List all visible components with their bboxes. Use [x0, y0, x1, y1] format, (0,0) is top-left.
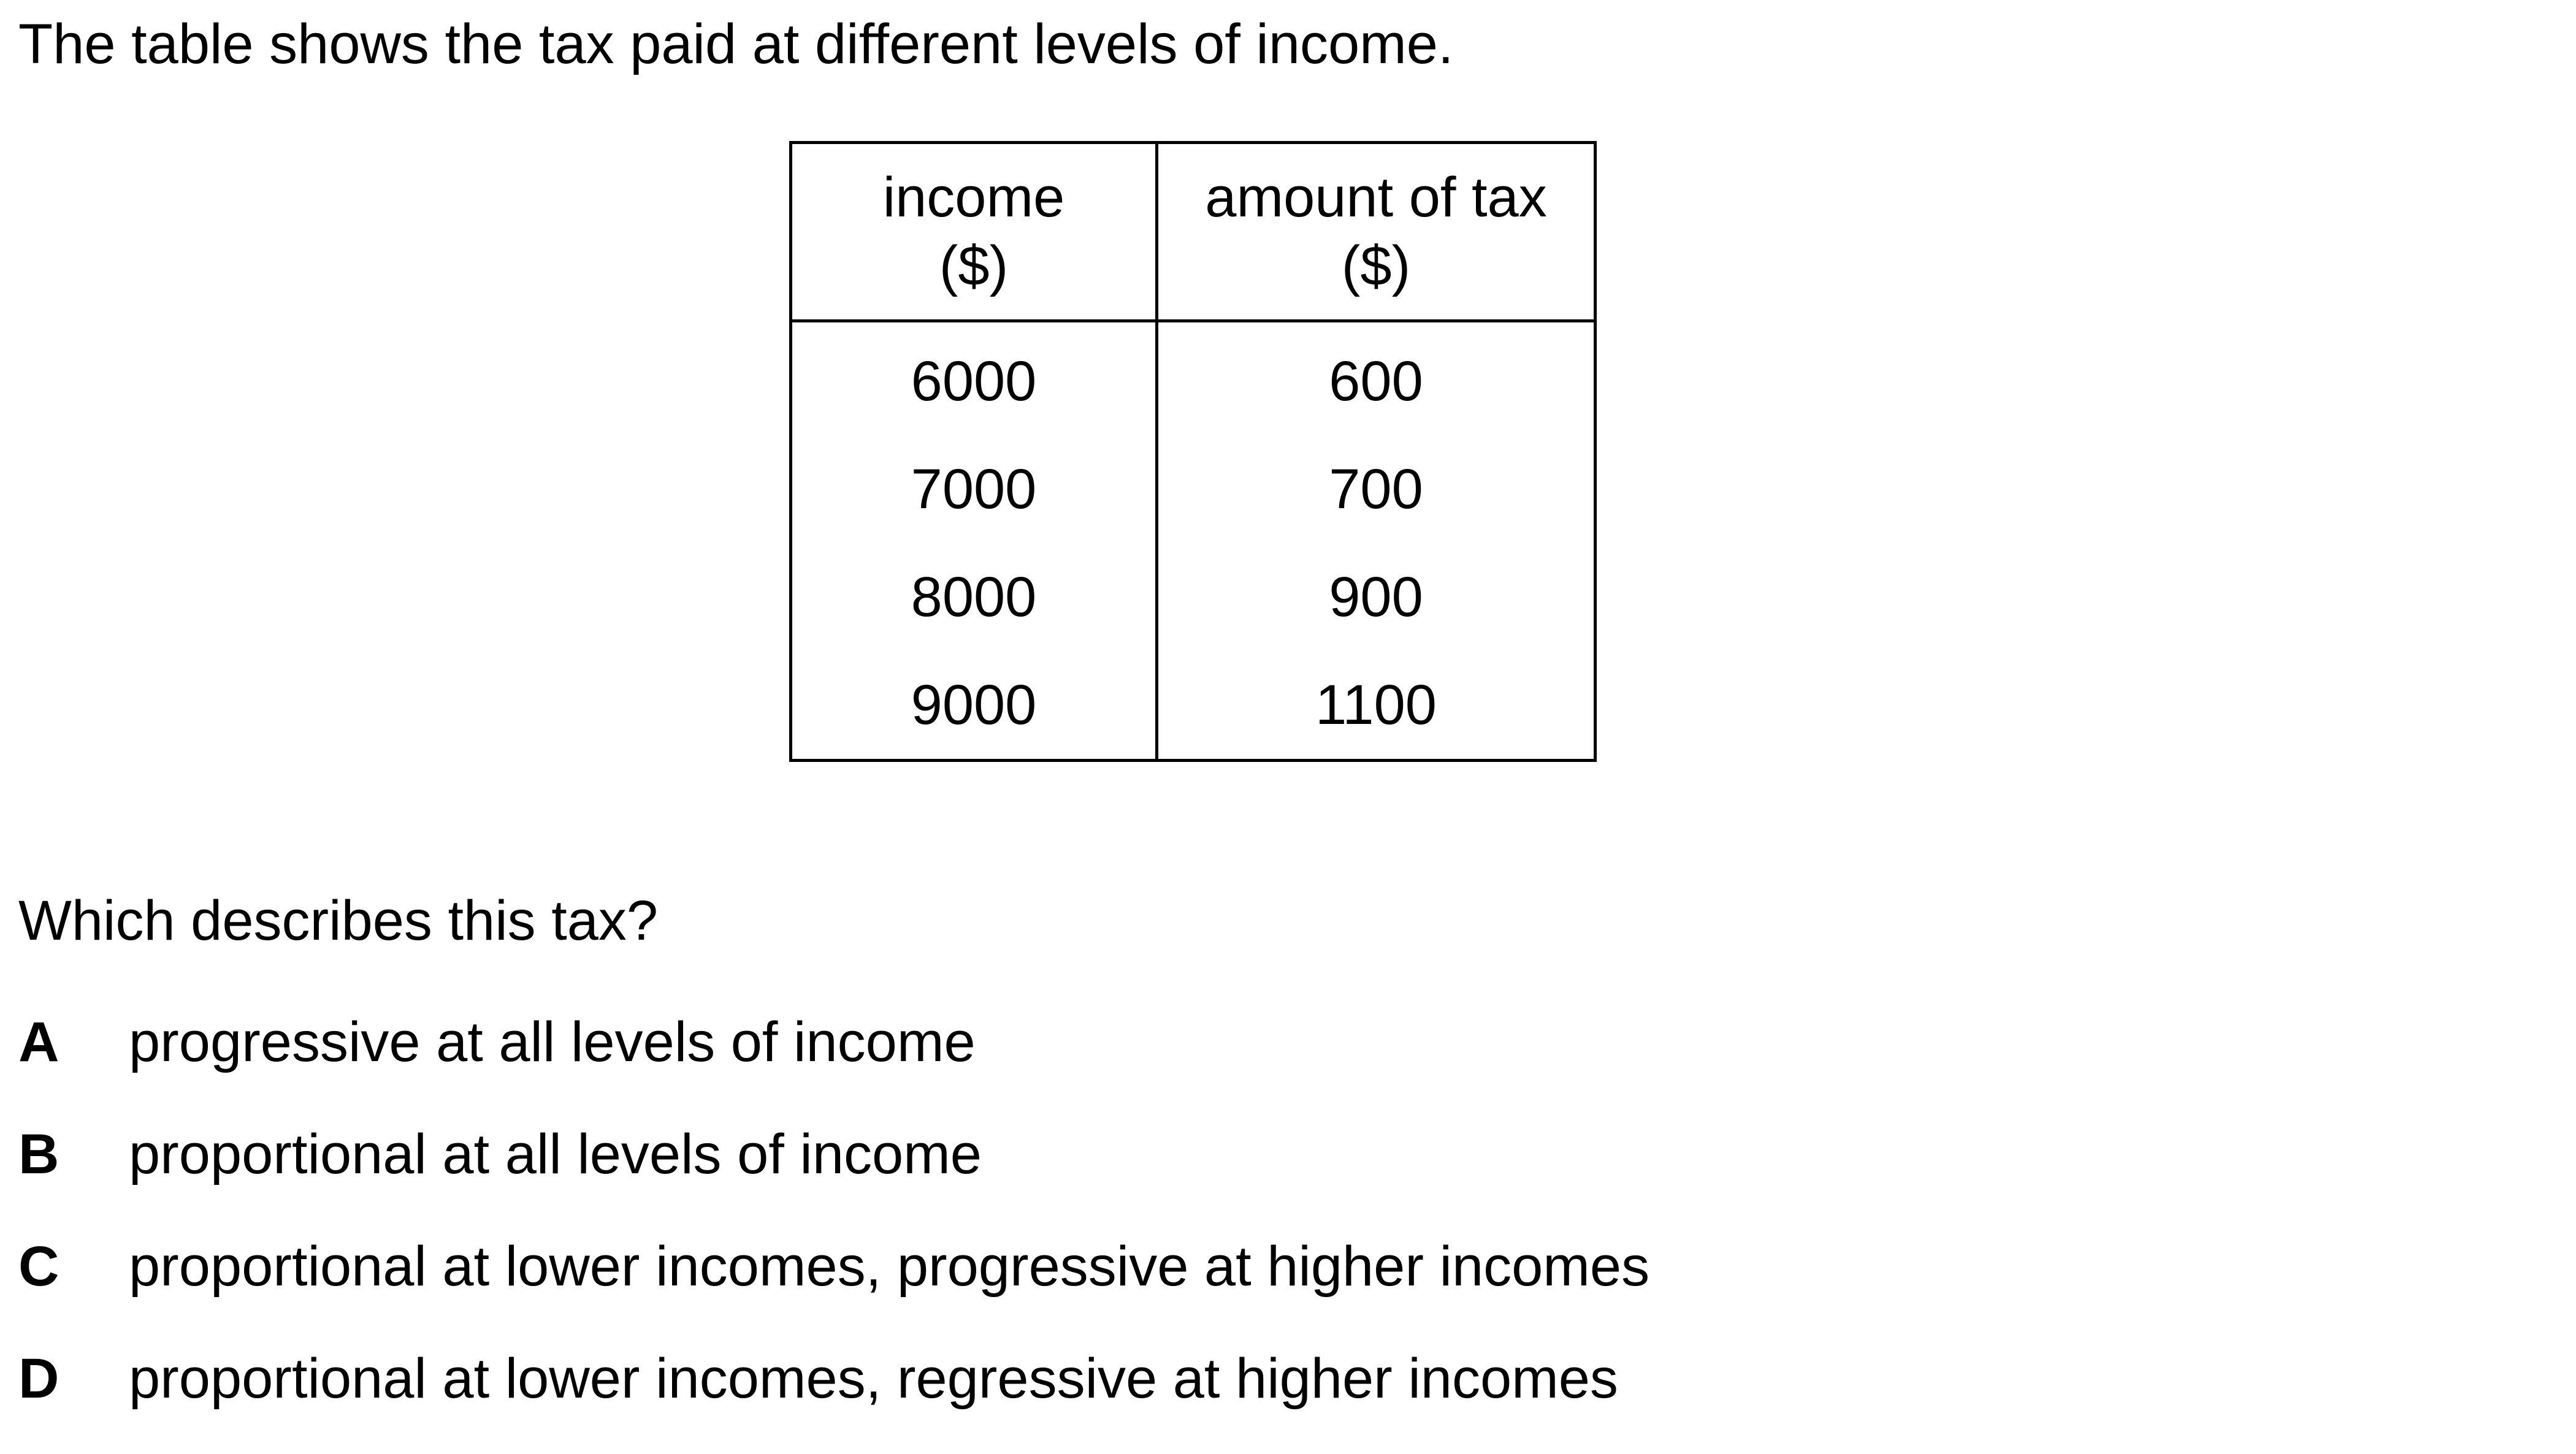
income-header-unit: ($) — [939, 235, 1009, 297]
option-letter: C — [18, 1235, 59, 1298]
option-text: proportional at all levels of income — [129, 1123, 982, 1186]
option-text: proportional at lower incomes, progressi… — [129, 1235, 1650, 1298]
tax-header-label: amount of tax — [1205, 166, 1547, 229]
option-letter: D — [18, 1347, 59, 1410]
tax-table: income ($) amount of tax ($) 6000 600 70… — [789, 141, 1597, 762]
income-cell: 6000 — [790, 321, 1158, 435]
tax-cell: 900 — [1329, 566, 1423, 628]
tax-cell: 1100 — [1315, 674, 1437, 736]
tax-header-unit: ($) — [1341, 235, 1411, 297]
income-cell: 8000 — [790, 543, 1158, 651]
income-header-label: income — [882, 166, 1065, 229]
income-cell: 7000 — [790, 435, 1158, 543]
table-row: 8000 900 — [790, 543, 1596, 651]
option-text: progressive at all levels of income — [129, 1011, 976, 1073]
tax-header: amount of tax ($) — [1156, 142, 1596, 322]
option-letter: A — [18, 1011, 59, 1073]
tax-cell: 700 — [1329, 458, 1423, 520]
option-letter: B — [18, 1123, 59, 1186]
option-text: proportional at lower incomes, regressiv… — [129, 1347, 1618, 1410]
question-text: Which describes this tax? — [18, 889, 659, 952]
income-header: income ($) — [790, 142, 1158, 322]
table-row: 7000 700 — [790, 435, 1596, 543]
table-row: 9000 1100 — [790, 651, 1596, 761]
table-row: 6000 600 — [790, 321, 1596, 435]
table-header-row: income ($) amount of tax ($) — [790, 142, 1596, 322]
intro-text: The table shows the tax paid at differen… — [18, 13, 1454, 75]
income-cell: 9000 — [790, 651, 1158, 761]
tax-cell: 600 — [1329, 350, 1423, 413]
